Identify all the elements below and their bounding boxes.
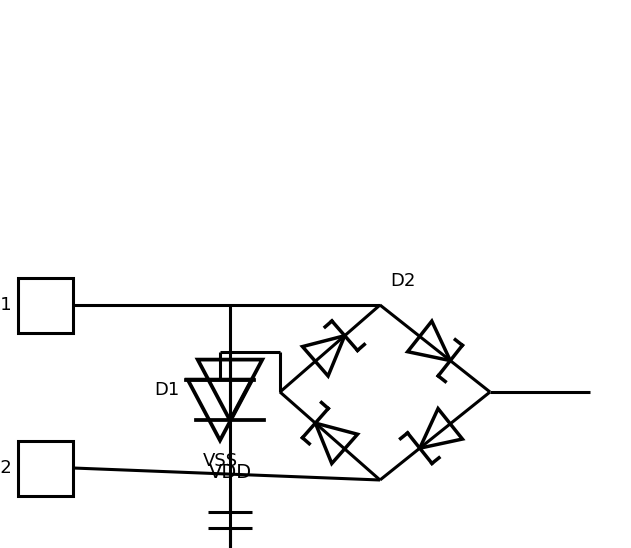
Text: J2: J2 xyxy=(0,459,13,477)
Bar xyxy=(18,441,73,495)
Text: J1: J1 xyxy=(0,296,13,314)
Bar xyxy=(18,277,73,333)
Text: VDD: VDD xyxy=(208,463,252,482)
Text: D1: D1 xyxy=(155,381,180,399)
Text: D2: D2 xyxy=(390,272,415,290)
Text: VSS: VSS xyxy=(203,453,237,470)
